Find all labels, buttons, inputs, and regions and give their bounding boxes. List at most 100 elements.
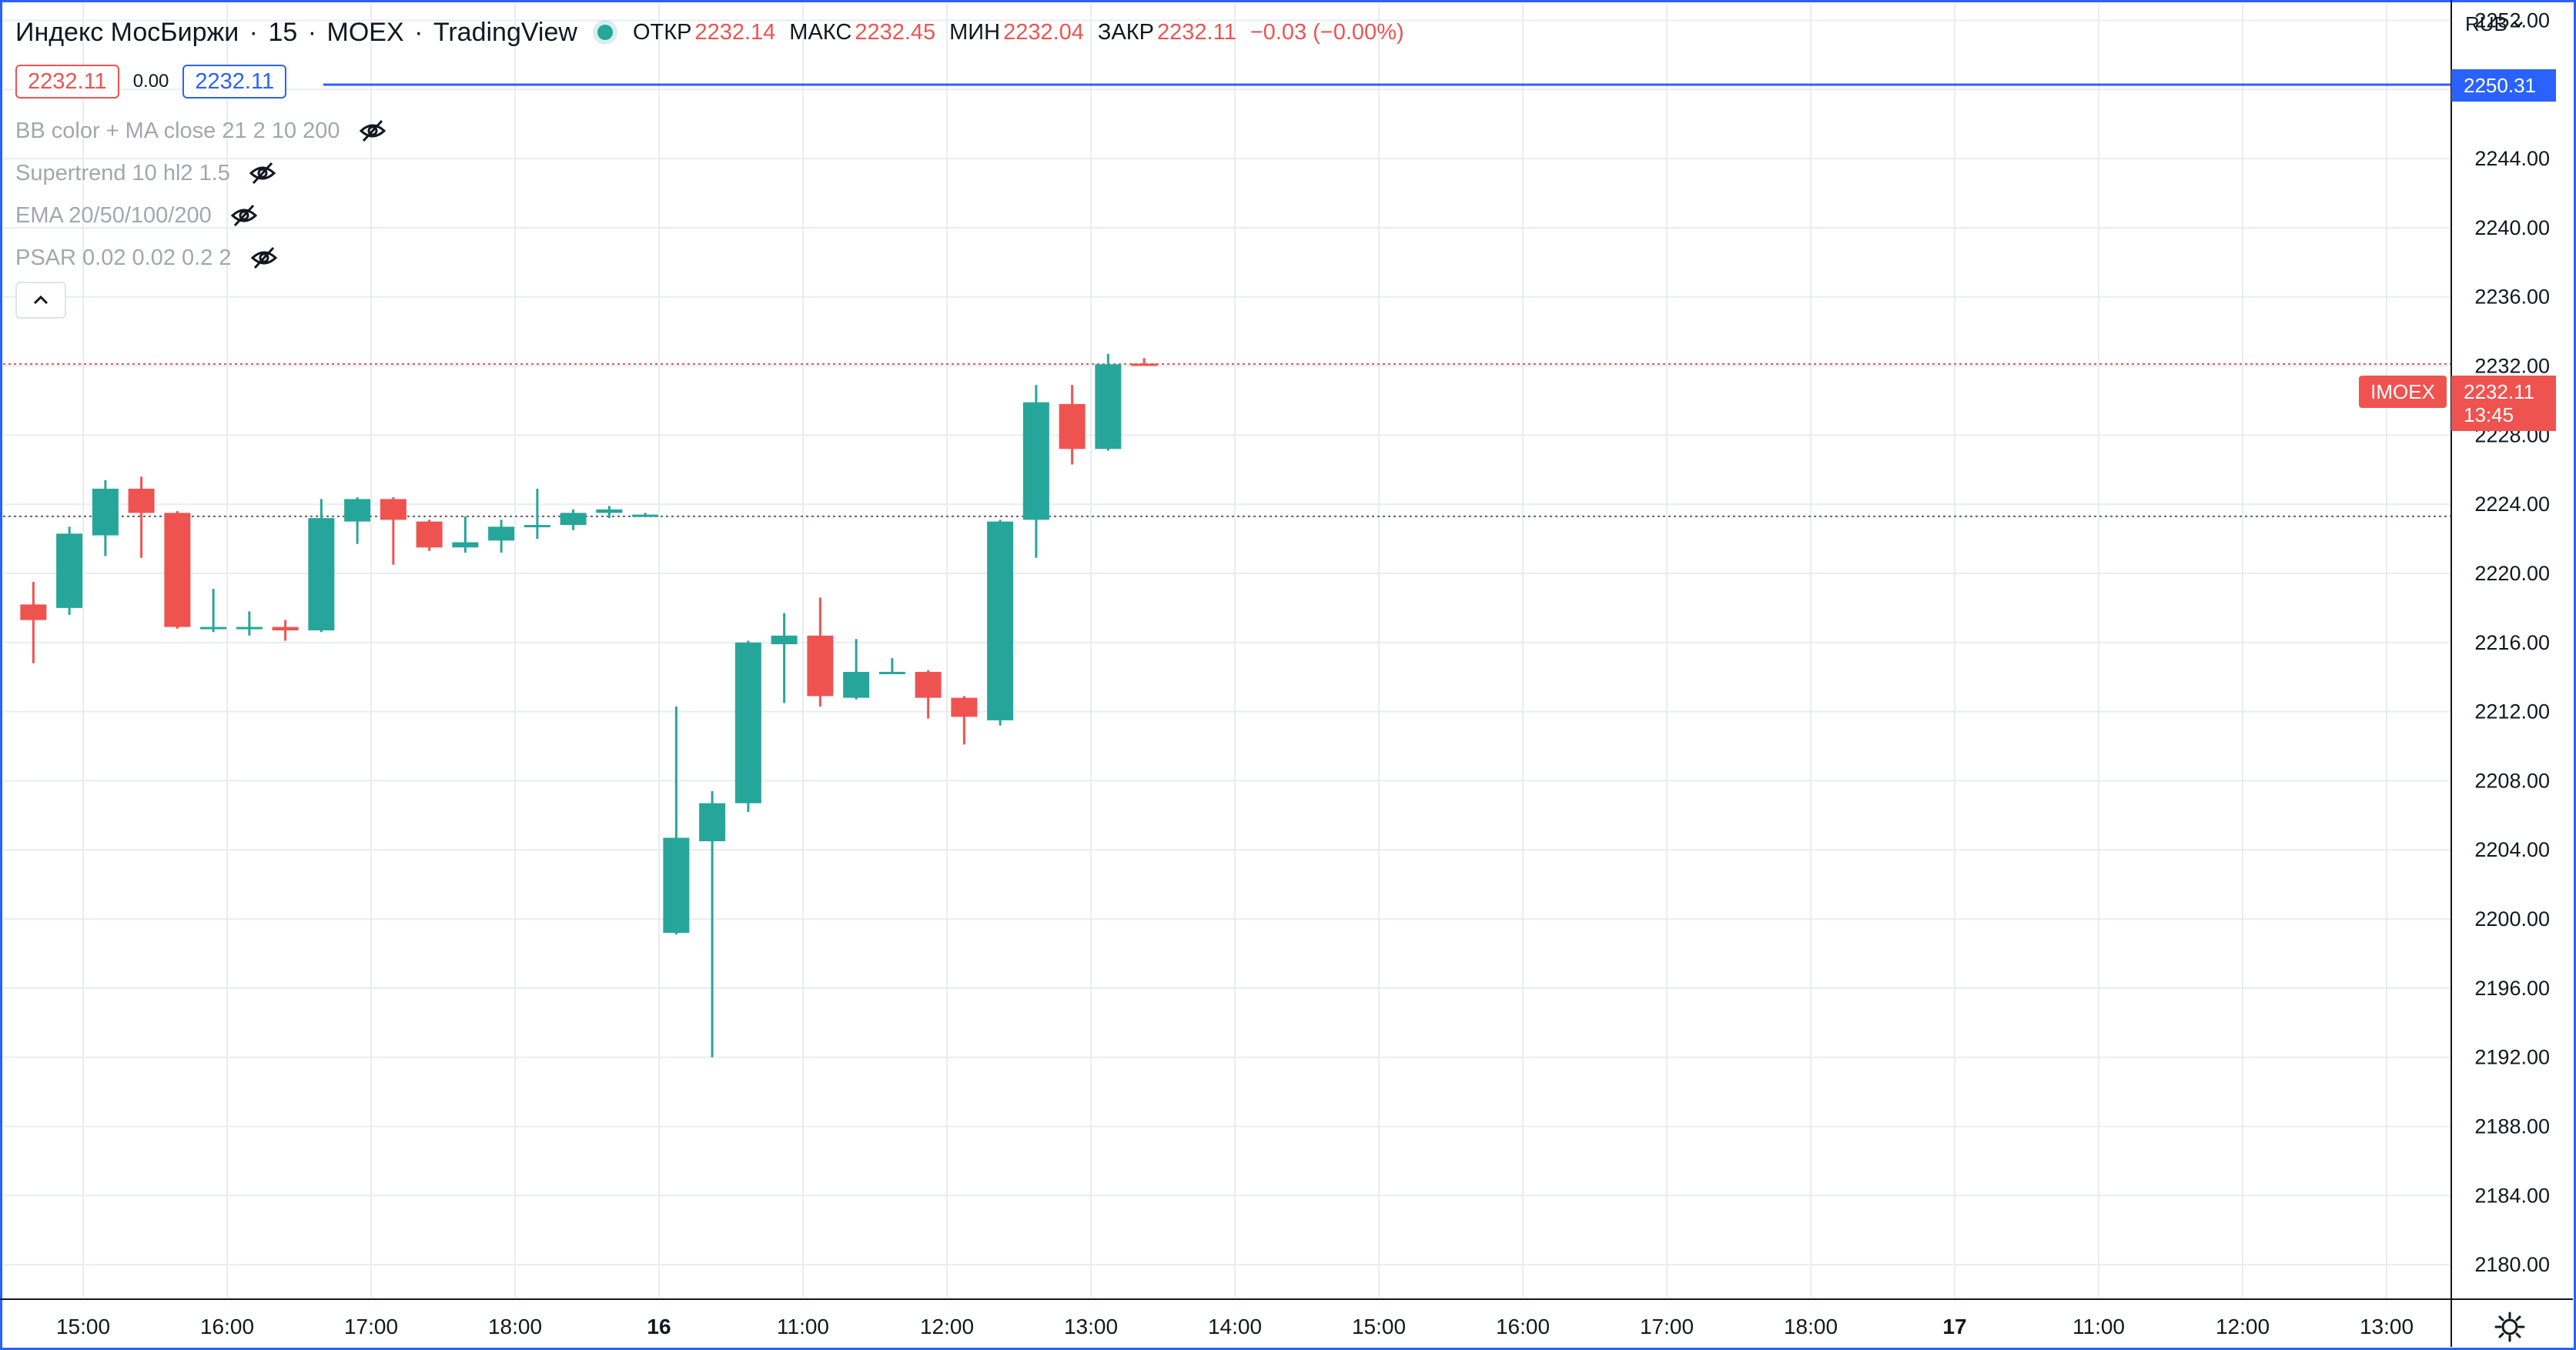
x-tick-label: 18:00 (1784, 1315, 1838, 1338)
close-value: 2232.11 (1157, 19, 1236, 45)
grid-lines (3, 3, 2451, 1299)
candle-body (452, 542, 479, 548)
candle-body (560, 513, 587, 526)
crosshair-price: 2250.31 (2464, 73, 2536, 97)
candle-body (20, 604, 47, 620)
trade-buttons: 2232.11 0.00 2232.11 (15, 63, 287, 100)
indicator-legend-item[interactable]: EMA 20/50/100/200 (15, 199, 259, 232)
x-tick-label: 17:00 (1640, 1315, 1694, 1338)
indicator-label[interactable]: PSAR 0.02 0.02 0.2 2 (15, 245, 232, 270)
y-tick-label: 2200.00 (2474, 907, 2550, 931)
candle-body (663, 837, 690, 933)
symbol-legend[interactable]: Индекс МосБиржи · 15 · MOEX · TradingVie… (15, 15, 1418, 49)
x-tick-label: 17:00 (344, 1315, 398, 1338)
candle-body (843, 671, 870, 698)
candle-body (56, 533, 83, 608)
crosshair-price-badge: 2250.31 (2451, 69, 2556, 102)
x-tick-label: 12:00 (920, 1315, 974, 1338)
candle-body (164, 513, 191, 627)
open-label: ОТКР (632, 19, 692, 45)
x-tick-label: 13:00 (1064, 1315, 1118, 1338)
sell-button[interactable]: 2232.11 (15, 65, 119, 99)
open-value: 2232.14 (694, 19, 776, 45)
currency-label[interactable]: RUB (2465, 12, 2507, 35)
x-tick-label: 14:00 (1208, 1315, 1262, 1338)
candle-body (632, 514, 659, 517)
separator: · (300, 17, 324, 47)
separator: · (406, 17, 430, 47)
candle-body (987, 521, 1014, 720)
x-tick-label: 16 (647, 1315, 671, 1338)
market-status-icon[interactable] (597, 25, 613, 40)
indicator-legend-item[interactable]: PSAR 0.02 0.02 0.2 2 (15, 241, 279, 275)
gear-icon[interactable] (2493, 1310, 2527, 1344)
buy-button[interactable]: 2232.11 (182, 65, 287, 99)
candle-body (524, 525, 550, 528)
candle-body (344, 499, 371, 522)
y-tick-label: 2224.00 (2474, 493, 2550, 516)
y-tick-label: 2208.00 (2474, 769, 2550, 792)
x-tick-label: 16:00 (1496, 1315, 1550, 1338)
candle-body (308, 518, 335, 631)
y-tick-label: 2212.00 (2474, 700, 2550, 723)
chevron-up-icon (33, 295, 49, 305)
y-tick-label: 2184.00 (2474, 1184, 2550, 1207)
indicator-label[interactable]: Supertrend 10 hl2 1.5 (15, 160, 230, 185)
hidden-eye-icon[interactable] (357, 115, 388, 146)
candle-body (416, 521, 443, 548)
x-tick-label: 13:00 (2360, 1315, 2414, 1338)
hidden-eye-icon[interactable] (229, 200, 259, 231)
symbol-tag: IMOEX (2359, 376, 2447, 408)
candle-body (92, 488, 119, 536)
interval-label[interactable]: 15 (268, 17, 298, 47)
indicator-label[interactable]: BB color + MA close 21 2 10 200 (15, 118, 340, 143)
high-value: 2232.45 (855, 19, 936, 45)
candle-body (734, 642, 761, 804)
candle-body (1095, 364, 1122, 449)
y-tick-label: 2252.00 (2474, 8, 2550, 32)
x-tick-label: 18:00 (488, 1315, 542, 1338)
exchange-label: MOEX (326, 17, 404, 47)
x-tick-label: 11:00 (777, 1315, 829, 1338)
candle-body (915, 671, 942, 698)
low-label: МИН (949, 19, 1001, 45)
indicator-legend-item[interactable]: BB color + MA close 21 2 10 200 (15, 114, 388, 148)
y-tick-label: 2220.00 (2474, 562, 2550, 585)
x-tick-label: 15:00 (1352, 1315, 1406, 1338)
x-tick-label: 15:00 (56, 1315, 110, 1338)
high-label: МАКС (789, 19, 852, 45)
provider-label: TradingView (433, 17, 577, 47)
x-tick-label: 17 (1942, 1315, 1966, 1338)
y-tick-label: 2180.00 (2474, 1253, 2550, 1276)
reference-lines (3, 83, 2451, 517)
chevron-down-icon (2514, 21, 2523, 28)
candle-body (1022, 402, 1049, 520)
candle-body (771, 635, 798, 645)
candle-body (951, 697, 978, 717)
candle-body (272, 627, 299, 631)
candles (20, 353, 1158, 1058)
spread-value: 0.00 (132, 71, 169, 92)
bar-countdown: 13:45 (2464, 403, 2514, 426)
candle-body (807, 635, 834, 697)
y-tick-label: 2232.00 (2474, 355, 2550, 378)
y-tick-label: 2236.00 (2474, 286, 2550, 309)
hidden-eye-icon[interactable] (247, 158, 278, 189)
symbol-name[interactable]: Индекс МосБиржи (15, 17, 239, 47)
candle-body (699, 803, 726, 841)
hidden-eye-icon[interactable] (249, 242, 279, 273)
candle-body (1059, 403, 1086, 449)
currency-selector[interactable]: RUB (2465, 12, 2524, 36)
separator: · (242, 17, 266, 47)
last-price: 2232.11 (2464, 380, 2535, 403)
y-tick-label: 2216.00 (2474, 631, 2550, 654)
indicator-label[interactable]: EMA 20/50/100/200 (15, 202, 212, 228)
candle-body (380, 499, 406, 520)
collapse-legend-button[interactable] (15, 282, 66, 319)
ohlc-values: ОТКР 2232.14 МАКС 2232.45 МИН 2232.04 ЗА… (633, 20, 1418, 45)
x-tick-label: 16:00 (200, 1315, 254, 1338)
indicator-legend-item[interactable]: Supertrend 10 hl2 1.5 (15, 156, 278, 190)
